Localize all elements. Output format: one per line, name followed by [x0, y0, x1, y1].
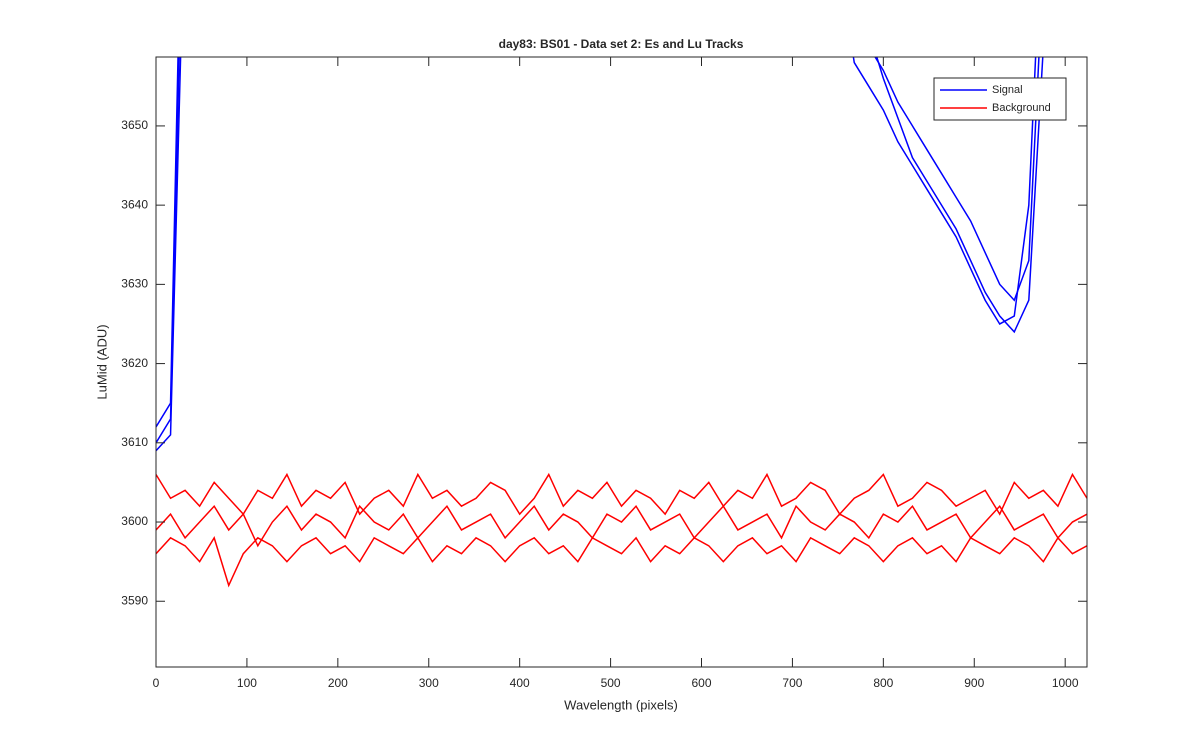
- series-line: [156, 504, 1087, 548]
- y-tick-label: 3640: [121, 197, 148, 211]
- x-tick-label: 100: [237, 676, 257, 690]
- chart-title: day83: BS01 - Data set 2: Es and Lu Trac…: [499, 37, 744, 51]
- y-tick-label: 3630: [121, 277, 148, 291]
- y-tick-label: 3650: [121, 118, 148, 132]
- y-axis-label: LuMid (ADU): [94, 324, 109, 399]
- x-tick-label: 200: [328, 676, 348, 690]
- x-tick-label: 500: [601, 676, 621, 690]
- series-line: [156, 57, 1044, 452]
- series-line: [156, 472, 1087, 516]
- x-tick-label: 800: [873, 676, 893, 690]
- series-line: [156, 57, 1037, 444]
- y-tick-label: 3620: [121, 356, 148, 370]
- legend: Signal Background: [933, 77, 1067, 121]
- x-tick-label: 0: [153, 676, 160, 690]
- series-line: [156, 57, 1040, 428]
- x-tick-label: 300: [419, 676, 439, 690]
- x-tick-label: 400: [510, 676, 530, 690]
- x-tick-label: 900: [964, 676, 984, 690]
- legend-box: [933, 77, 1067, 121]
- legend-label: Background: [992, 102, 1051, 114]
- plot-area: [156, 57, 1087, 588]
- x-tick-label: 600: [691, 676, 711, 690]
- y-tick-label: 3600: [121, 514, 148, 528]
- x-tick-label: 700: [782, 676, 802, 690]
- x-axis-label: Wavelength (pixels): [564, 697, 678, 712]
- y-tick-label: 3610: [121, 435, 148, 449]
- x-tick-label: 1000: [1052, 676, 1079, 690]
- series-line: [156, 536, 1087, 588]
- axes-box: [155, 56, 1088, 668]
- y-tick-label: 3590: [121, 593, 148, 607]
- legend-label: Signal: [992, 84, 1023, 96]
